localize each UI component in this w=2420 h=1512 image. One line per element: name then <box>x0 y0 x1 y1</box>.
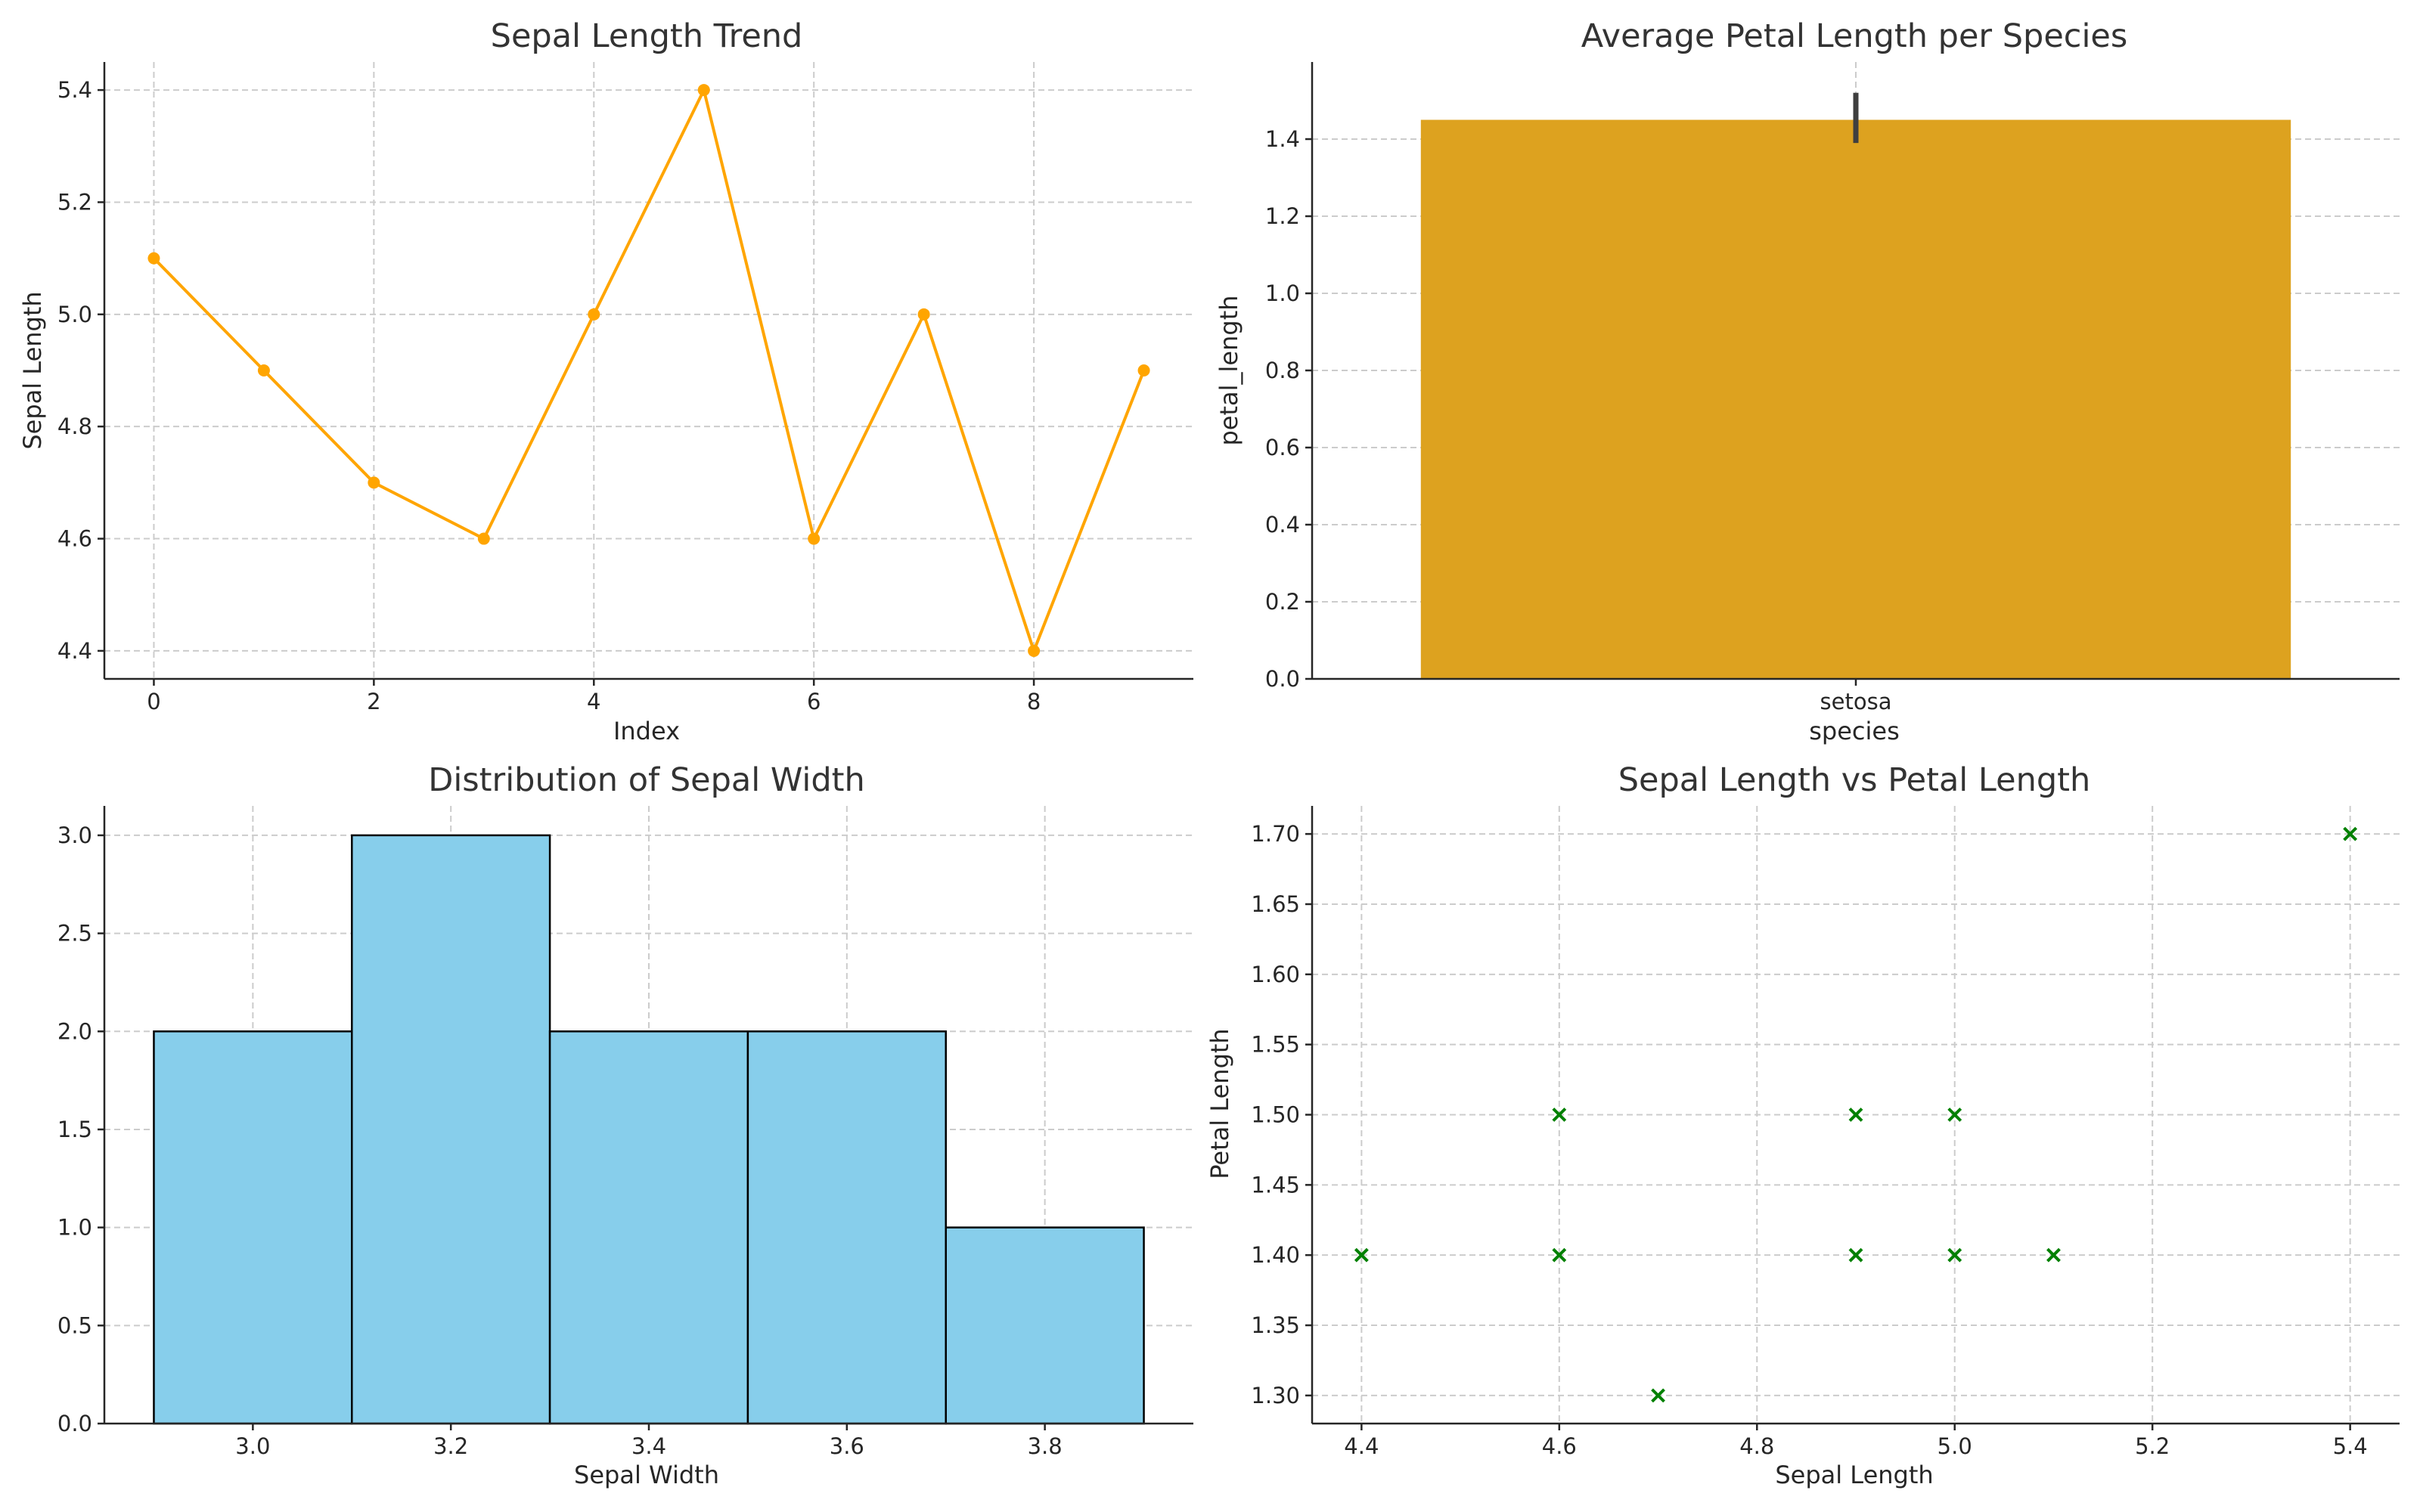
data-point <box>1137 364 1150 376</box>
chart-title: Distribution of Sepal Width <box>428 761 865 799</box>
bar <box>1420 119 2291 679</box>
y-tick-label: 0.6 <box>1265 435 1300 460</box>
x-tick-label: 3.8 <box>1028 1433 1063 1459</box>
y-tick-label: 0.2 <box>1265 589 1300 615</box>
data-point <box>697 84 710 97</box>
y-tick-label: 1.30 <box>1251 1383 1300 1408</box>
data-point <box>588 308 600 321</box>
y-tick-label: 1.35 <box>1251 1312 1300 1338</box>
data-point <box>1028 644 1041 657</box>
x-tick-label: 3.2 <box>433 1433 468 1459</box>
x-tick-label: 4.4 <box>1344 1433 1379 1459</box>
scatter-point <box>1947 1108 1962 1122</box>
histogram-bar <box>351 834 551 1425</box>
y-tick-label: 0.8 <box>1265 358 1300 383</box>
x-tick-label: 3.4 <box>631 1433 666 1459</box>
x-tick-label: setosa <box>1820 689 1892 714</box>
x-tick-label: 5.2 <box>2135 1433 2170 1459</box>
y-tick-label: 1.4 <box>1265 126 1300 152</box>
x-axis-label: Sepal Length <box>1775 1461 1933 1489</box>
y-tick-label: 0.0 <box>57 1411 92 1436</box>
average-petal-length-chart: Average Petal Length per Species species… <box>1215 17 2400 745</box>
scatter-point <box>2046 1247 2061 1263</box>
histogram-bar <box>153 1030 353 1425</box>
y-tick-label: 2.5 <box>57 921 92 947</box>
x-tick-label: 6 <box>807 689 821 714</box>
sepal-width-distribution-chart: Distribution of Sepal Width Sepal Width … <box>57 761 1193 1489</box>
y-tick-label: 1.5 <box>57 1117 92 1142</box>
x-tick-label: 8 <box>1027 689 1041 714</box>
y-tick-label: 0.0 <box>1265 666 1300 692</box>
y-tick-label: 5.0 <box>57 302 92 327</box>
y-tick-label: 5.4 <box>57 77 92 103</box>
data-point <box>808 532 821 545</box>
x-tick-label: 4.6 <box>1542 1433 1577 1459</box>
y-tick-label: 4.8 <box>57 414 92 439</box>
y-tick-label: 1.55 <box>1251 1032 1300 1058</box>
x-tick-label: 3.0 <box>235 1433 270 1459</box>
sepal-vs-petal-length-chart: Sepal Length vs Petal Length Sepal Lengt… <box>1205 761 2400 1489</box>
x-tick-label: 5.4 <box>2333 1433 2368 1459</box>
x-tick-label: 3.6 <box>830 1433 864 1459</box>
histogram-bar <box>548 1030 749 1425</box>
scatter-point <box>1552 1108 1567 1122</box>
x-axis-label: Index <box>613 717 680 745</box>
y-tick-label: 1.40 <box>1251 1242 1300 1268</box>
y-tick-label: 1.0 <box>57 1215 92 1241</box>
y-tick-label: 2.0 <box>57 1018 92 1044</box>
y-tick-label: 1.2 <box>1265 203 1300 229</box>
data-point <box>917 308 930 321</box>
scatter-point <box>1552 1247 1567 1263</box>
x-tick-label: 2 <box>367 689 380 714</box>
scatter-point <box>1354 1247 1369 1263</box>
x-axis-label: Sepal Width <box>574 1461 719 1489</box>
series-line <box>153 85 1146 655</box>
histogram-bar <box>746 1030 947 1425</box>
scatter-point <box>1848 1247 1863 1263</box>
y-axis-label: petal_length <box>1215 295 1243 445</box>
y-tick-label: 1.0 <box>1265 280 1300 306</box>
data-point <box>477 532 490 545</box>
x-tick-label: 5.0 <box>1938 1433 1972 1459</box>
y-tick-label: 4.6 <box>57 526 92 552</box>
y-tick-label: 4.4 <box>57 638 92 664</box>
data-point <box>257 364 270 376</box>
chart-title: Sepal Length Trend <box>491 17 803 55</box>
scatter-point <box>2343 826 2358 841</box>
chart-title: Average Petal Length per Species <box>1581 17 2128 55</box>
y-tick-label: 0.5 <box>57 1312 92 1338</box>
y-axis-label: Petal Length <box>1205 1028 1234 1179</box>
x-tick-label: 4 <box>587 689 600 714</box>
y-tick-label: 1.60 <box>1251 962 1300 987</box>
y-tick-label: 3.0 <box>57 823 92 848</box>
histogram-bar <box>945 1226 1145 1425</box>
y-tick-label: 0.4 <box>1265 512 1300 538</box>
x-tick-label: 4.8 <box>1739 1433 1774 1459</box>
y-tick-label: 1.65 <box>1251 891 1300 917</box>
scatter-point <box>1947 1247 1962 1263</box>
chart-title: Sepal Length vs Petal Length <box>1618 761 2091 799</box>
y-tick-label: 5.2 <box>57 189 92 215</box>
scatter-point <box>1848 1108 1863 1122</box>
y-tick-label: 1.70 <box>1251 821 1300 847</box>
sepal-length-trend-chart: Sepal Length Trend Index Sepal Length 0 2… <box>18 17 1193 745</box>
data-point <box>368 476 380 489</box>
x-axis-label: species <box>1809 717 1900 745</box>
scatter-point <box>1651 1388 1665 1403</box>
y-tick-label: 1.45 <box>1251 1172 1300 1198</box>
x-tick-label: 0 <box>147 689 160 714</box>
y-tick-label: 1.50 <box>1251 1102 1300 1128</box>
y-axis-label: Sepal Length <box>18 291 47 449</box>
data-point <box>147 252 160 265</box>
